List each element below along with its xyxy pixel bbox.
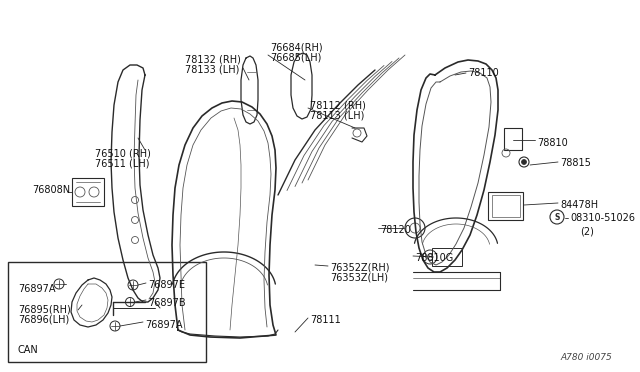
- Text: 08310-51026: 08310-51026: [570, 213, 635, 223]
- Text: 78110: 78110: [468, 68, 499, 78]
- Text: 78815: 78815: [560, 158, 591, 168]
- Text: 76511 (LH): 76511 (LH): [95, 158, 150, 168]
- Text: 76896(LH): 76896(LH): [18, 315, 69, 325]
- Text: CAN: CAN: [18, 345, 39, 355]
- Text: 76352Z(RH): 76352Z(RH): [330, 262, 390, 272]
- Text: 76510 (RH): 76510 (RH): [95, 148, 151, 158]
- Text: 78810: 78810: [537, 138, 568, 148]
- Bar: [488, 192, 523, 220]
- Text: 78133 (LH): 78133 (LH): [185, 65, 239, 75]
- Text: 76684(RH): 76684(RH): [270, 42, 323, 52]
- Text: 76897A: 76897A: [18, 284, 56, 294]
- Text: A780 i0075: A780 i0075: [560, 353, 612, 362]
- Text: 78120: 78120: [380, 225, 411, 235]
- Text: 84478H: 84478H: [560, 200, 598, 210]
- Text: S: S: [554, 212, 560, 221]
- Bar: [432, 248, 462, 266]
- Text: 78111: 78111: [310, 315, 340, 325]
- Text: 76808N: 76808N: [32, 185, 70, 195]
- Bar: [504, 128, 522, 150]
- Text: 76895(RH): 76895(RH): [18, 305, 71, 315]
- Text: 78112 (RH): 78112 (RH): [310, 100, 366, 110]
- Text: 78113 (LH): 78113 (LH): [310, 110, 364, 120]
- Text: (2): (2): [580, 226, 594, 236]
- Text: 76897E: 76897E: [148, 280, 185, 290]
- Text: 78132 (RH): 78132 (RH): [185, 55, 241, 65]
- Text: 76897B: 76897B: [148, 298, 186, 308]
- Text: 78810G: 78810G: [415, 253, 453, 263]
- Text: 76897A: 76897A: [145, 320, 182, 330]
- Circle shape: [522, 160, 527, 164]
- Text: 76353Z(LH): 76353Z(LH): [330, 272, 388, 282]
- Text: 76685(LH): 76685(LH): [270, 52, 321, 62]
- Bar: [492, 195, 520, 217]
- Bar: [8, 262, 206, 362]
